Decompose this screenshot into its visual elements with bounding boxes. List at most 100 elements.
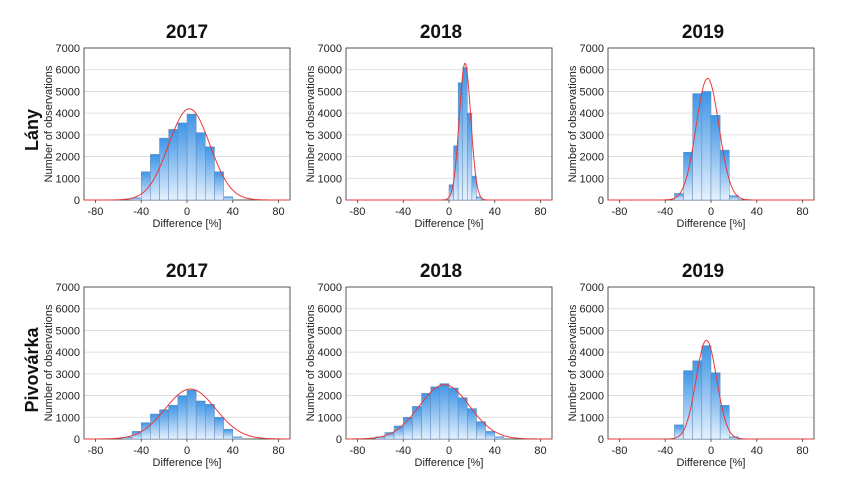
x-tick-label: -80 bbox=[611, 445, 627, 457]
x-tick-label: -40 bbox=[395, 206, 411, 218]
histogram-bar bbox=[205, 404, 215, 440]
histogram-bar bbox=[168, 405, 179, 440]
histogram-bar bbox=[195, 400, 206, 440]
y-tick-label: 1000 bbox=[580, 173, 604, 185]
y-tick-label: 0 bbox=[74, 434, 80, 446]
histogram-bar bbox=[476, 196, 482, 201]
y-tick-label: 0 bbox=[598, 195, 604, 207]
y-tick-label: 7000 bbox=[56, 282, 80, 294]
histogram-bar bbox=[195, 132, 206, 201]
x-tick-label: 40 bbox=[227, 206, 239, 218]
y-tick-label: 3000 bbox=[318, 130, 342, 142]
histogram-bar bbox=[223, 196, 234, 201]
histogram-bar bbox=[393, 425, 404, 440]
y-tick-label: 6000 bbox=[318, 65, 342, 77]
x-tick-label: 80 bbox=[534, 206, 546, 218]
y-tick-label: 4000 bbox=[580, 108, 604, 120]
y-tick-label: 3000 bbox=[56, 130, 80, 142]
x-tick-label: 80 bbox=[272, 206, 284, 218]
histogram-panel: 2019 0 1000 2000 3000 4000 5000 6000 7000 -80 -40 0… bbox=[567, 22, 815, 230]
histogram-bar bbox=[177, 122, 188, 201]
x-tick-label: 0 bbox=[708, 206, 714, 218]
x-tick-label: -80 bbox=[349, 445, 365, 457]
histogram-bar bbox=[701, 345, 712, 440]
y-tick-label: 2000 bbox=[56, 391, 80, 403]
histogram-bar bbox=[485, 431, 496, 440]
x-tick-label: 0 bbox=[446, 445, 452, 457]
y-tick-label: 6000 bbox=[56, 304, 80, 316]
y-tick-label: 6000 bbox=[580, 304, 604, 316]
histogram-bar bbox=[494, 436, 505, 440]
y-tick-label: 4000 bbox=[56, 108, 80, 120]
x-tick-label: -80 bbox=[87, 445, 103, 457]
x-tick-label: 80 bbox=[796, 206, 808, 218]
histogram-bar bbox=[421, 393, 431, 440]
normal-fit-curve bbox=[608, 339, 814, 440]
histogram-panel: 2018 0 1000 2000 3000 4000 5000 6000 7000 -80 -40 0… bbox=[305, 22, 553, 230]
x-tick-label: -40 bbox=[395, 445, 411, 457]
histogram-panel: 2017 0 1000 2000 3000 4000 5000 6000 7000 -80 -40 0… bbox=[43, 22, 291, 230]
x-tick-label: 0 bbox=[184, 206, 190, 218]
normal-fit-curve bbox=[84, 108, 290, 201]
histogram-bar bbox=[430, 386, 441, 440]
y-tick-label: 3000 bbox=[580, 130, 604, 142]
y-tick-label: 2000 bbox=[580, 152, 604, 164]
histogram-bar bbox=[223, 428, 234, 440]
x-tick-label: -40 bbox=[133, 206, 149, 218]
y-axis-label: Number of observations bbox=[43, 65, 55, 182]
histogram-bar bbox=[462, 67, 468, 201]
x-axis-label: Difference [%] bbox=[677, 218, 746, 230]
histogram-bar bbox=[476, 421, 486, 440]
y-tick-label: 7000 bbox=[318, 43, 342, 55]
histogram-bar bbox=[186, 389, 197, 440]
panel-title: 2018 bbox=[420, 22, 462, 43]
histogram-panel: 2017 0 1000 2000 3000 4000 5000 6000 7000 -80 -40 0… bbox=[43, 261, 291, 469]
y-tick-label: 5000 bbox=[56, 86, 80, 98]
y-tick-label: 6000 bbox=[318, 304, 342, 316]
x-axis-label: Difference [%] bbox=[677, 457, 746, 469]
normal-fit-curve bbox=[346, 384, 552, 440]
x-tick-label: 40 bbox=[489, 206, 501, 218]
x-axis-label: Difference [%] bbox=[153, 457, 222, 469]
y-tick-label: 4000 bbox=[318, 347, 342, 359]
row-label-lany: Lány bbox=[22, 109, 42, 151]
y-tick-label: 1000 bbox=[56, 412, 80, 424]
y-tick-label: 5000 bbox=[56, 325, 80, 337]
x-tick-label: -80 bbox=[349, 206, 365, 218]
panel-title: 2017 bbox=[166, 22, 208, 43]
x-tick-label: -40 bbox=[657, 445, 673, 457]
y-axis-label: Number of observations bbox=[305, 304, 317, 421]
y-tick-label: 0 bbox=[336, 195, 342, 207]
x-tick-label: 0 bbox=[184, 445, 190, 457]
y-tick-label: 4000 bbox=[318, 108, 342, 120]
histogram-bar bbox=[457, 397, 468, 440]
x-tick-label: 40 bbox=[489, 445, 501, 457]
histogram-bar bbox=[683, 151, 693, 201]
histogram-panel: 2018 0 1000 2000 3000 4000 5000 6000 7000 -80 -40 0… bbox=[305, 261, 553, 469]
x-tick-label: -40 bbox=[133, 445, 149, 457]
x-tick-label: 80 bbox=[272, 445, 284, 457]
y-axis-label: Number of observations bbox=[567, 304, 579, 421]
x-tick-label: 0 bbox=[708, 445, 714, 457]
row-label-pivovarka: Pivovárka bbox=[22, 326, 42, 412]
y-tick-label: 1000 bbox=[318, 173, 342, 185]
histogram-bar bbox=[214, 171, 224, 201]
x-tick-label: 40 bbox=[751, 445, 763, 457]
y-tick-label: 3000 bbox=[580, 369, 604, 381]
y-tick-label: 5000 bbox=[580, 325, 604, 337]
y-tick-label: 1000 bbox=[580, 412, 604, 424]
panel-title: 2019 bbox=[682, 22, 724, 43]
y-tick-label: 2000 bbox=[56, 152, 80, 164]
panel-title: 2019 bbox=[682, 261, 724, 282]
normal-fit-curve bbox=[346, 62, 552, 201]
y-tick-label: 0 bbox=[74, 195, 80, 207]
x-tick-label: 0 bbox=[446, 206, 452, 218]
y-tick-label: 1000 bbox=[318, 412, 342, 424]
x-tick-label: 40 bbox=[227, 445, 239, 457]
x-tick-label: -80 bbox=[87, 206, 103, 218]
y-tick-label: 5000 bbox=[318, 325, 342, 337]
histogram-bar bbox=[467, 112, 473, 201]
histogram-bar bbox=[701, 91, 712, 201]
y-tick-label: 2000 bbox=[580, 391, 604, 403]
